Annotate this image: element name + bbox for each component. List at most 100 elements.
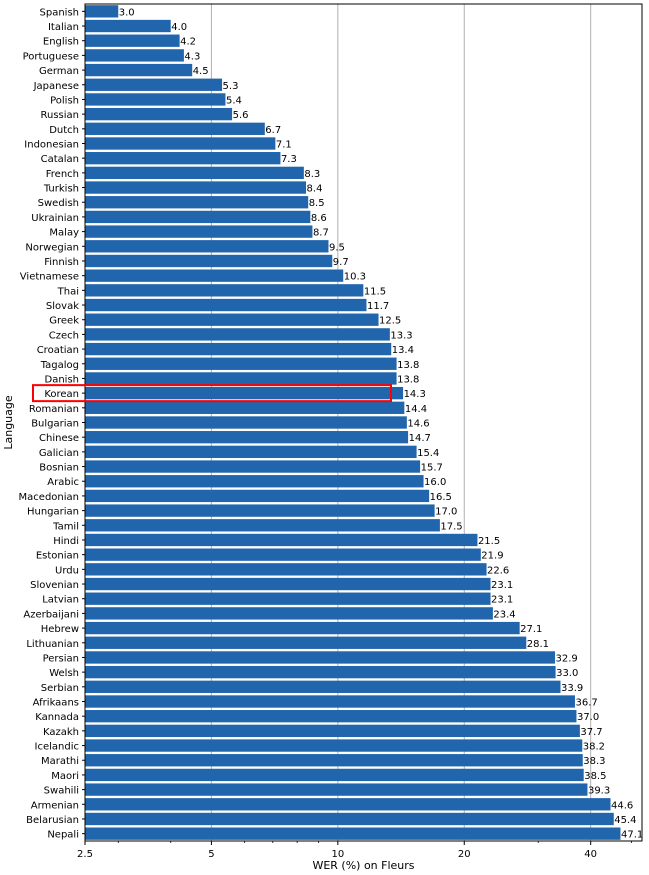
value-label: 38.3 (583, 756, 605, 767)
bar (85, 783, 588, 796)
value-label: 21.5 (478, 536, 500, 547)
category-label: Romanian (29, 404, 79, 415)
bar (85, 475, 424, 488)
value-label: 15.4 (417, 448, 439, 459)
bar (85, 504, 435, 517)
value-label: 12.5 (379, 316, 401, 327)
value-label: 5.4 (226, 95, 242, 106)
category-label: Latvian (42, 595, 79, 606)
category-label: Tagalog (40, 360, 79, 371)
bar (85, 34, 180, 47)
category-label: Malay (49, 228, 79, 239)
category-label: Ukrainian (31, 213, 79, 224)
value-label: 27.1 (520, 624, 542, 635)
category-label: Turkish (43, 184, 79, 195)
category-label: German (39, 66, 79, 77)
bar (85, 665, 556, 679)
category-label: Chinese (39, 433, 79, 444)
category-label: Vietnamese (20, 272, 79, 283)
value-label: 36.7 (575, 698, 597, 709)
value-labels: 3.0 4.0 4.2 4.3 4.5 5.3 5.4 5.6 6.7 7.1 7.3 8.3 8.4 8… (119, 7, 643, 840)
value-label: 38.2 (583, 742, 605, 753)
category-label: Estonian (36, 551, 79, 562)
bar (85, 519, 440, 532)
category-label: Arabic (47, 477, 79, 488)
category-label: Urdu (55, 565, 79, 576)
bar (85, 431, 409, 444)
category-label: Lithuanian (26, 639, 79, 650)
category-label: Macedonian (19, 492, 79, 503)
value-label: 4.2 (180, 37, 196, 48)
bar (85, 651, 556, 664)
bar (85, 152, 281, 165)
category-label: Kazakh (43, 727, 79, 738)
category-label: Afrikaans (33, 698, 79, 709)
category-label: Icelandic (35, 742, 79, 753)
value-label: 4.0 (171, 22, 187, 33)
value-label: 4.3 (184, 51, 200, 62)
bar (85, 269, 344, 282)
category-label: Danish (45, 374, 80, 385)
category-label: Hungarian (27, 507, 79, 518)
value-label: 38.5 (584, 771, 606, 782)
bar (85, 181, 307, 194)
bar (85, 798, 611, 811)
bar (85, 739, 583, 752)
bar (85, 695, 575, 708)
value-label: 16.5 (430, 492, 452, 503)
bar (85, 254, 333, 268)
value-label: 32.9 (556, 653, 578, 664)
category-label: Persian (43, 653, 79, 664)
bar (85, 460, 421, 473)
value-label: 17.5 (440, 521, 462, 532)
bar (85, 107, 233, 121)
value-label: 11.5 (364, 286, 386, 297)
category-label: Swahili (44, 786, 79, 797)
bar (85, 827, 621, 840)
bar (85, 196, 309, 209)
value-label: 5.6 (233, 110, 249, 121)
bar (85, 386, 404, 400)
bar (85, 812, 614, 826)
x-tick-label: 2.5 (77, 849, 93, 860)
bar (85, 489, 430, 503)
category-label: Croatian (37, 345, 79, 356)
bar (85, 328, 390, 341)
value-label: 22.6 (487, 565, 509, 576)
y-axis: Spanish Italian English Portuguese German Jap… (19, 7, 85, 841)
value-label: 10.3 (344, 272, 366, 283)
value-label: 8.5 (309, 198, 325, 209)
category-label: Dutch (49, 125, 79, 136)
value-label: 39.3 (588, 786, 610, 797)
value-label: 8.4 (307, 184, 323, 195)
bar (85, 284, 364, 297)
category-label: Thai (57, 286, 79, 297)
bar (85, 5, 119, 18)
value-label: 33.9 (561, 683, 583, 694)
bar (85, 78, 223, 91)
value-label: 45.4 (614, 815, 636, 826)
category-label: Indonesian (24, 140, 79, 151)
bar (85, 122, 265, 135)
category-label: Bulgarian (31, 419, 79, 430)
bar (85, 313, 379, 326)
bar (85, 592, 491, 605)
bar (85, 401, 405, 414)
bar (85, 357, 397, 370)
category-label: Bosnian (39, 463, 79, 474)
category-label: Greek (49, 316, 79, 327)
category-label: French (46, 169, 79, 180)
value-label: 3.0 (119, 7, 135, 18)
category-label: Spanish (40, 7, 80, 18)
category-label: Hindi (53, 536, 79, 547)
category-label: Russian (40, 110, 79, 121)
bar (85, 49, 184, 62)
category-label: Italian (48, 22, 79, 33)
value-label: 17.0 (435, 507, 457, 518)
category-label: Marathi (41, 756, 79, 767)
category-label: Slovenian (30, 580, 79, 591)
category-label: Welsh (49, 668, 79, 679)
bar (85, 636, 527, 649)
value-label: 21.9 (481, 551, 503, 562)
